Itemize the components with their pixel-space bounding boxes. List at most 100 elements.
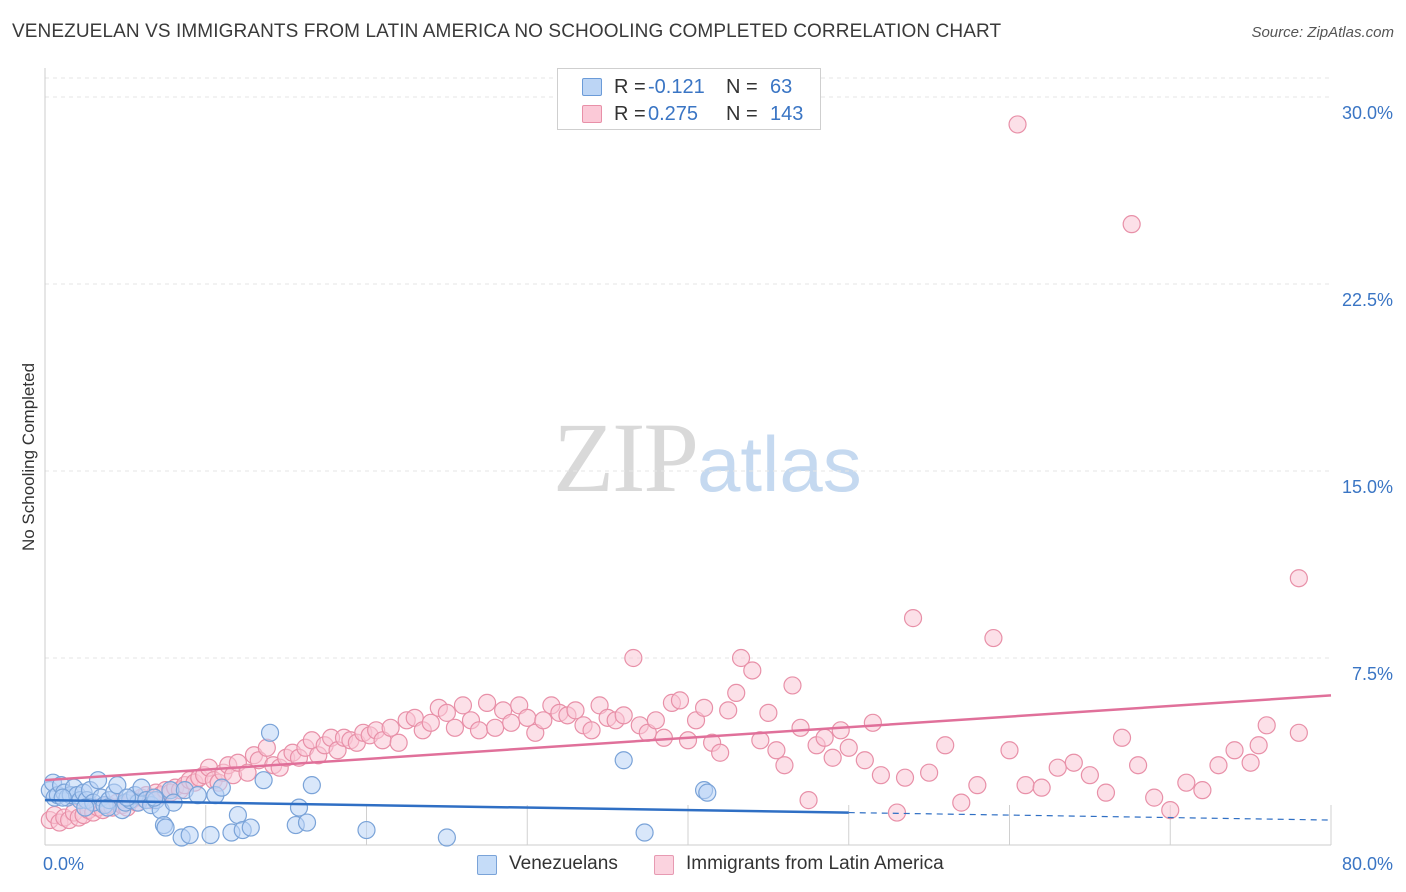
point-immigrants [678,731,698,750]
point-immigrants [1257,716,1276,735]
point-immigrants [855,751,874,770]
legend-n-label: N = [726,103,758,125]
bottom-legend-label: Venezuelans [509,853,618,874]
point-immigrants [646,711,665,730]
point-immigrants [1016,776,1035,795]
point-immigrants [783,676,802,695]
point-immigrants [1161,800,1180,820]
y-tick-label: 22.5% [1342,290,1393,310]
point-venezuelans [98,798,117,817]
correlation-legend: R = -0.121 N = 63 R = 0.275 N = 143 [557,68,821,130]
point-immigrants [437,703,456,722]
point-immigrants [1080,766,1099,785]
point-immigrants [445,718,465,737]
point-immigrants [1289,569,1308,588]
point-immigrants [1032,778,1051,797]
point-immigrants [743,661,762,680]
point-venezuelans [145,788,164,807]
point-immigrants [1112,728,1132,747]
legend-swatch-venezuelans [582,78,602,96]
point-immigrants [839,738,858,757]
point-immigrants [534,711,553,730]
point-immigrants [815,728,834,747]
point-venezuelans [117,788,137,807]
point-venezuelans [241,818,260,837]
point-venezuelans [357,820,376,840]
point-venezuelans [437,828,456,847]
point-immigrants [799,791,818,810]
point-immigrants [694,698,714,717]
point-immigrants [389,733,408,752]
legend-n-value: 143 [770,103,804,125]
point-immigrants [1249,736,1268,755]
point-immigrants [1209,756,1228,775]
point-immigrants [767,741,786,760]
point-immigrants [1008,115,1027,134]
point-venezuelans [260,723,280,742]
point-immigrants [1241,753,1260,772]
point-immigrants [582,721,601,740]
point-immigrants [1048,758,1067,777]
point-immigrants [968,776,987,795]
point-immigrants [477,693,497,712]
bottom-legend-swatch-venezuelans [477,855,497,875]
point-venezuelans [302,776,321,795]
point-immigrants [518,708,537,727]
legend-r-value: 0.275 [648,103,699,125]
point-immigrants [624,648,643,668]
trend-line-venezuelans [44,798,849,814]
legend-r-label: R = [614,76,646,98]
point-immigrants [731,648,751,668]
point-immigrants [895,768,915,787]
point-immigrants [759,703,778,722]
point-immigrants [1096,783,1116,802]
point-immigrants [903,609,923,628]
x-tick-label: 80.0% [1342,854,1393,874]
point-immigrants [863,713,882,732]
watermark-zip: ZIP [553,402,699,513]
point-venezuelans [698,783,717,802]
legend-r-value: -0.121 [648,76,705,98]
point-immigrants [775,756,794,775]
x-tick-label: 0.0% [43,854,84,874]
point-immigrants [791,718,810,737]
point-venezuelans [297,813,317,832]
trend-line-venezuelans-extrapolated [848,811,1332,821]
point-immigrants [1225,741,1244,760]
point-venezuelans [212,778,231,797]
point-venezuelans [53,788,72,807]
point-immigrants [952,793,971,812]
chart-title: VENEZUELAN VS IMMIGRANTS FROM LATIN AMER… [12,21,1002,42]
legend-r-label: R = [614,103,646,125]
point-venezuelans [635,823,654,842]
point-venezuelans [289,798,309,817]
point-immigrants [381,718,400,737]
point-immigrants [1145,788,1164,807]
point-immigrants [1122,215,1141,234]
point-immigrants [502,713,521,732]
point-venezuelans [201,825,220,845]
watermark-atlas: atlas [697,420,862,508]
y-axis-title: No Schooling Completed [19,363,38,551]
bottom-legend-swatch-immigrants [654,855,674,875]
point-immigrants [920,763,939,782]
point-immigrants [469,721,489,740]
point-immigrants [1289,723,1308,742]
point-immigrants [831,721,850,740]
point-immigrants [453,696,473,715]
y-tick-label: 7.5% [1352,664,1393,684]
legend-n-value: 63 [770,76,793,98]
point-immigrants [887,803,907,822]
point-venezuelans [188,786,207,805]
y-tick-label: 15.0% [1342,477,1393,497]
point-immigrants [727,683,746,703]
legend-n-label: N = [726,76,758,98]
point-immigrants [984,628,1003,648]
legend-swatch-immigrants [582,105,602,123]
point-venezuelans [180,825,199,845]
point-venezuelans [76,798,95,817]
bottom-legend-label: Immigrants from Latin America [686,853,944,874]
point-immigrants [719,701,738,720]
point-immigrants [936,736,955,755]
